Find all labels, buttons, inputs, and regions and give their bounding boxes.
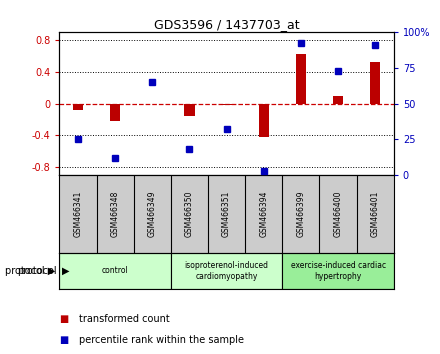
Bar xyxy=(171,253,282,289)
Text: exercise-induced cardiac
hypertrophy: exercise-induced cardiac hypertrophy xyxy=(290,261,385,280)
Text: ■: ■ xyxy=(59,314,69,324)
Text: GSM466350: GSM466350 xyxy=(185,191,194,238)
Text: transformed count: transformed count xyxy=(79,314,170,324)
Title: GDS3596 / 1437703_at: GDS3596 / 1437703_at xyxy=(154,18,299,31)
Text: protocol ▶: protocol ▶ xyxy=(5,266,55,276)
Text: GSM466400: GSM466400 xyxy=(334,191,343,238)
Bar xyxy=(296,54,306,104)
Text: protocol: protocol xyxy=(18,266,57,276)
Bar xyxy=(110,104,120,121)
Bar xyxy=(59,253,171,289)
Text: isoproterenol-induced
cardiomyopathy: isoproterenol-induced cardiomyopathy xyxy=(185,261,268,280)
Text: GSM466349: GSM466349 xyxy=(148,191,157,238)
Bar xyxy=(370,62,381,104)
Bar xyxy=(73,104,83,110)
Text: percentile rank within the sample: percentile rank within the sample xyxy=(79,335,244,345)
Bar xyxy=(221,104,232,105)
Text: GSM466394: GSM466394 xyxy=(259,191,268,238)
Text: ▶: ▶ xyxy=(62,266,69,276)
Bar xyxy=(184,104,194,116)
Text: GSM466351: GSM466351 xyxy=(222,191,231,238)
Text: GSM466399: GSM466399 xyxy=(297,191,305,238)
Text: ■: ■ xyxy=(59,335,69,345)
Text: GSM466401: GSM466401 xyxy=(371,191,380,238)
Text: GSM466341: GSM466341 xyxy=(73,191,82,238)
Bar xyxy=(333,96,343,104)
Bar xyxy=(282,253,394,289)
Text: control: control xyxy=(102,266,128,275)
Text: GSM466348: GSM466348 xyxy=(110,191,120,238)
Bar xyxy=(259,104,269,137)
